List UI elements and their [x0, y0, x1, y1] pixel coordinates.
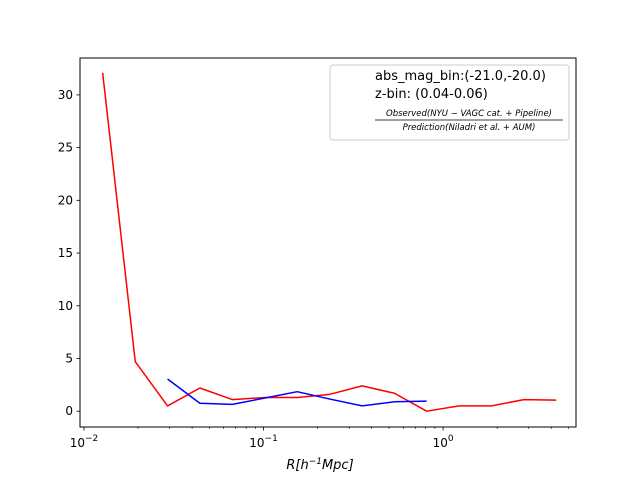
plot-frame	[79, 57, 577, 428]
legend-line-z-bin: z-bin: (0.04-0.06)	[375, 87, 488, 102]
series-layer	[101, 72, 557, 412]
x-tick-label: 100	[433, 434, 454, 450]
ticks-layer: 0 5 10 15 20 25 30 10−2 10−1 100	[58, 88, 569, 450]
y-tick-label: 5	[65, 351, 73, 365]
x-axis-label-base: R[h	[286, 458, 308, 473]
x-tick-label: 10−1	[249, 434, 278, 450]
x-axis-label: R[h−1Mpc]	[286, 457, 353, 473]
legend: abs_mag_bin:(-21.0,-20.0) z-bin: (0.04-0…	[329, 64, 570, 141]
x-axis-label-sup: −1	[309, 457, 322, 467]
y-tick-label: 30	[58, 88, 73, 102]
y-tick-label: 15	[58, 246, 73, 260]
series-line-1	[167, 378, 427, 407]
series-line-0	[101, 72, 557, 412]
legend-fraction-denominator: Prediction(Niladri et al. + AUM)	[403, 123, 536, 133]
plot-area	[101, 72, 557, 412]
legend-fraction-numerator: Observed(NYU − VAGC cat. + Pipeline)	[386, 109, 552, 119]
y-tick-label: 0	[65, 404, 73, 418]
y-tick-label: 25	[58, 141, 73, 155]
y-tick-label: 10	[58, 299, 73, 313]
x-tick-label: 10−2	[70, 434, 99, 450]
legend-line-mag-bin: abs_mag_bin:(-21.0,-20.0)	[375, 69, 546, 84]
y-tick-label: 20	[58, 193, 73, 207]
legend-box	[329, 64, 570, 141]
x-axis-label-tail: Mpc]	[322, 458, 354, 473]
